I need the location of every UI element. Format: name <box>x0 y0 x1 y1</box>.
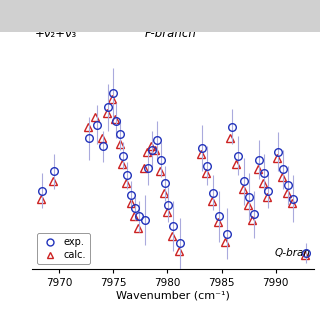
Legend: exp., calc.: exp., calc. <box>37 233 90 264</box>
Text: P-branch: P-branch <box>145 27 196 40</box>
Text: +ν₂+ν₃: +ν₂+ν₃ <box>35 27 77 40</box>
X-axis label: Wavenumber (cm⁻¹): Wavenumber (cm⁻¹) <box>116 291 230 300</box>
Text: Q-bran: Q-bran <box>275 248 311 258</box>
